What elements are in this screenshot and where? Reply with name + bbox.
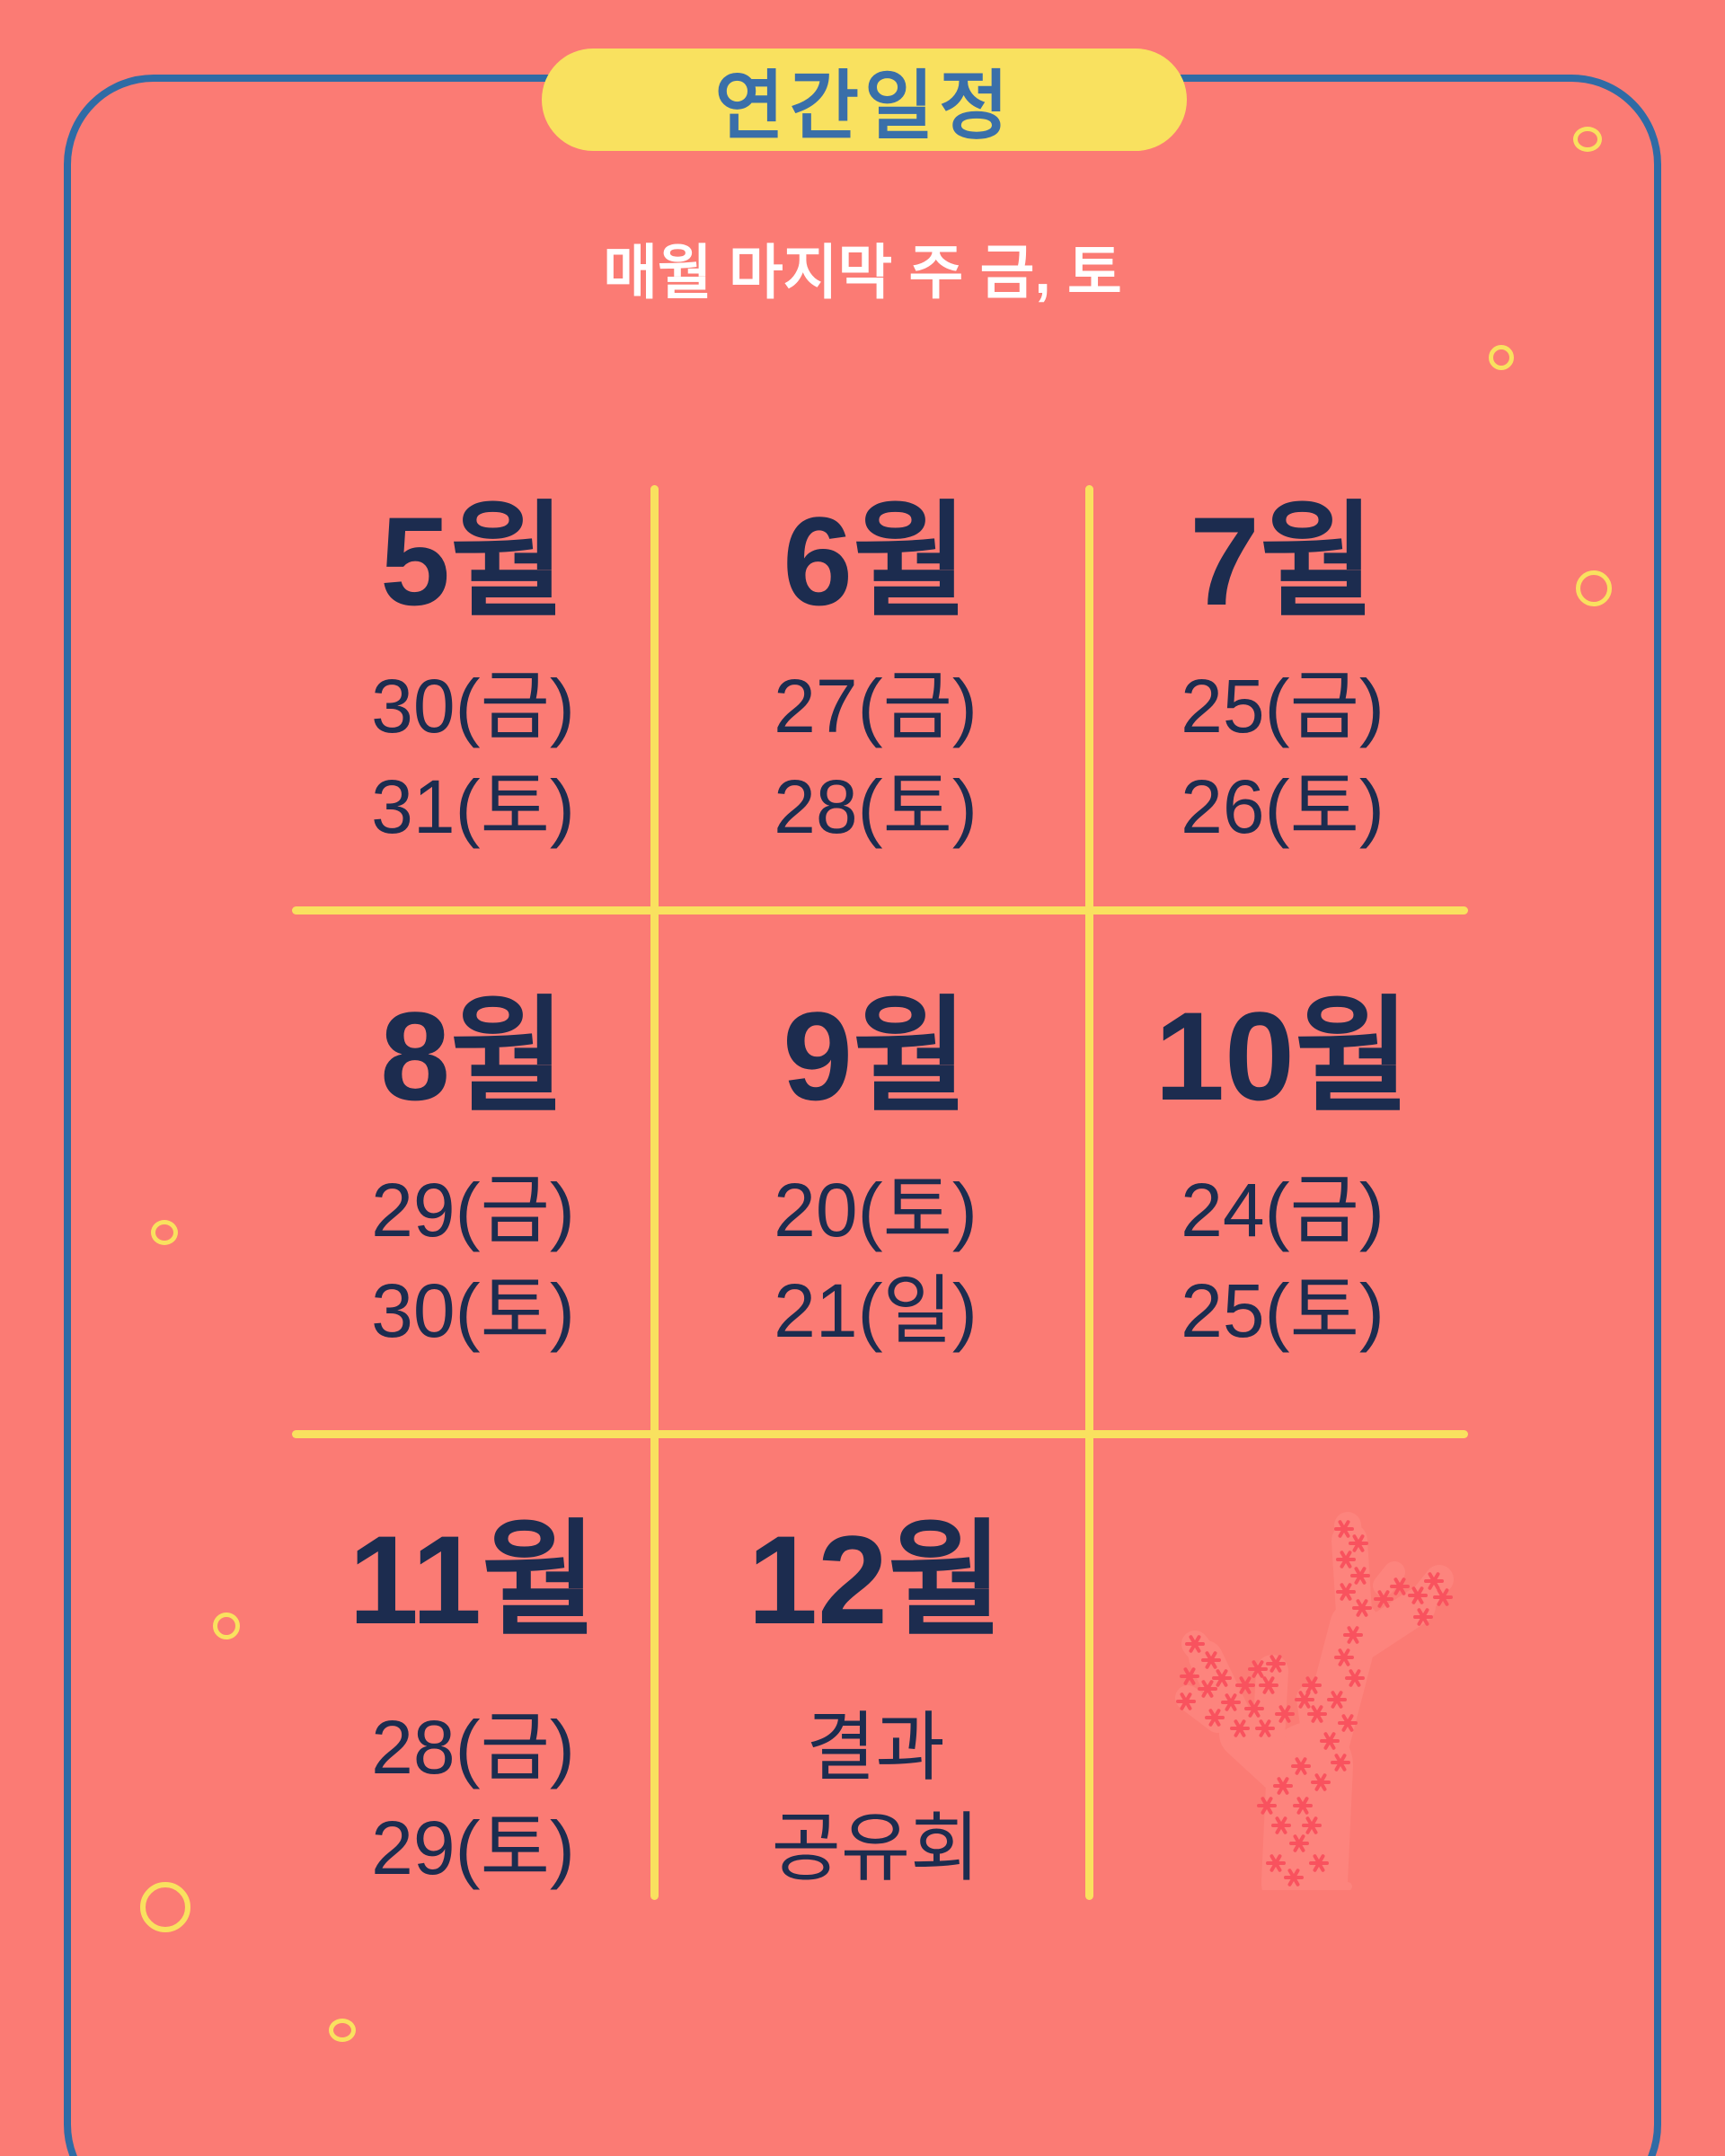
ring-circle-icon bbox=[1576, 570, 1612, 606]
ring-circle-icon bbox=[1573, 127, 1602, 152]
month-label: 12월 bbox=[748, 1509, 1004, 1650]
month-date-1: 25(금) bbox=[1181, 664, 1384, 748]
month-label: 11월 bbox=[349, 1509, 597, 1650]
month-label: 7월 bbox=[1190, 490, 1376, 632]
page-subtitle: 매월 마지막 주 금, 토 bbox=[603, 239, 1122, 305]
ring-circle-icon bbox=[1489, 345, 1514, 370]
month-date-2: 25(토) bbox=[1181, 1268, 1384, 1353]
grid-line-vertical-1 bbox=[650, 485, 659, 1900]
month-label: 6월 bbox=[783, 490, 969, 632]
month-date-2: 30(토) bbox=[371, 1268, 575, 1353]
month-date-1: 20(토) bbox=[774, 1168, 978, 1252]
month-date-1: 30(금) bbox=[371, 664, 575, 748]
grid-line-horizontal-2 bbox=[292, 1430, 1468, 1438]
month-note-2: 공유회 bbox=[771, 1806, 980, 1890]
ring-circle-icon bbox=[213, 1613, 240, 1639]
month-label: 5월 bbox=[380, 490, 566, 632]
month-label: 8월 bbox=[380, 985, 566, 1127]
grid-line-vertical-2 bbox=[1085, 485, 1093, 1900]
ring-circle-icon bbox=[151, 1220, 178, 1245]
coral-icon bbox=[1175, 1512, 1454, 1890]
month-cell-october: 10월 24(금) 25(토) bbox=[1097, 918, 1468, 1361]
month-cell-december: 12월 결과 공유회 bbox=[662, 1442, 1089, 1898]
month-date-1: 29(금) bbox=[371, 1168, 575, 1252]
month-date-2: 28(토) bbox=[774, 764, 978, 849]
month-date-2: 31(토) bbox=[371, 764, 575, 849]
ring-circle-icon bbox=[140, 1882, 190, 1932]
month-note-1: 결과 bbox=[806, 1705, 945, 1789]
month-date-2: 29(토) bbox=[371, 1806, 575, 1890]
month-date-1: 27(금) bbox=[774, 664, 978, 748]
month-cell-november: 11월 28(금) 29(토) bbox=[292, 1442, 654, 1898]
ring-circle-icon bbox=[329, 2019, 356, 2042]
month-date-2: 21(일) bbox=[774, 1268, 978, 1353]
month-cell-july: 7월 25(금) 26(토) bbox=[1097, 485, 1468, 857]
month-date-2: 26(토) bbox=[1181, 764, 1384, 849]
month-label: 9월 bbox=[783, 985, 969, 1127]
title-banner: 연간일정 bbox=[542, 49, 1187, 151]
page-title: 연간일정 bbox=[714, 63, 1014, 148]
month-cell-august: 8월 29(금) 30(토) bbox=[292, 918, 654, 1361]
month-cell-june: 6월 27(금) 28(토) bbox=[662, 485, 1089, 857]
month-label: 10월 bbox=[1154, 985, 1411, 1127]
grid-line-horizontal-1 bbox=[292, 906, 1468, 915]
month-date-1: 24(금) bbox=[1181, 1168, 1384, 1252]
month-cell-may: 5월 30(금) 31(토) bbox=[292, 485, 654, 857]
month-cell-september: 9월 20(토) 21(일) bbox=[662, 918, 1089, 1361]
month-date-1: 28(금) bbox=[371, 1705, 575, 1789]
